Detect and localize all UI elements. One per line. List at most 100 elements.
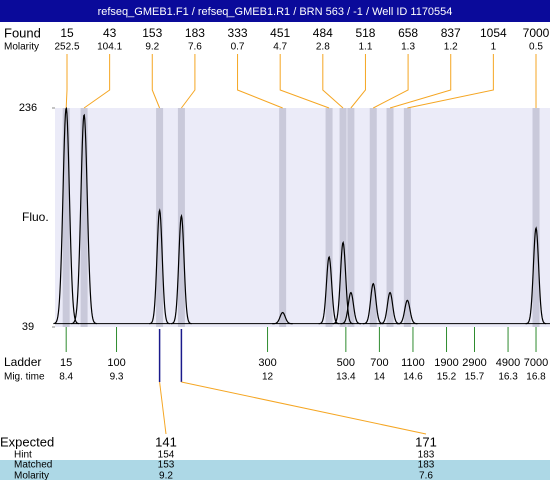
found-molarity: 4.7: [273, 42, 287, 53]
found-molarity: 0.7: [231, 42, 245, 53]
peak: [340, 291, 362, 325]
y-tick-label: 39: [22, 321, 34, 333]
found-size: 183: [185, 26, 205, 40]
title: refseq_GMEB1.F1 / refseq_GMEB1.R1 / BRN …: [98, 6, 453, 18]
ladder-size: 500: [337, 357, 355, 369]
peak: [379, 291, 401, 325]
peak-band: [386, 108, 394, 327]
ladder-time: 16.8: [526, 372, 546, 383]
peak: [362, 282, 384, 325]
found-molarity: 1.2: [444, 42, 458, 53]
found-size: 7000: [523, 26, 550, 40]
ladder-size: 4900: [496, 357, 520, 369]
peak-band: [279, 108, 287, 327]
peak-link: [83, 54, 111, 109]
ladder-size: 1900: [434, 357, 458, 369]
ladder-time: 15.7: [465, 372, 485, 383]
found-molarity: 7.6: [188, 42, 202, 53]
ladder-size: 15: [60, 357, 72, 369]
molarity-label: Molarity: [4, 42, 39, 53]
peak-band: [156, 108, 164, 327]
found-molarity: 1.1: [359, 42, 373, 53]
ladder-time: 14.6: [403, 372, 423, 383]
mig-time-label: Mig. time: [4, 372, 45, 383]
peak-band: [369, 108, 377, 327]
title-bar: [0, 0, 550, 22]
found-size: 658: [398, 26, 418, 40]
peak-band: [403, 108, 411, 327]
expected-matched: 153: [158, 460, 175, 471]
ladder-time: 13.4: [336, 372, 356, 383]
ladder-time: 15.2: [437, 372, 457, 383]
ladder-size: 100: [107, 357, 125, 369]
peak-band: [325, 108, 333, 327]
expected-hint: 154: [158, 450, 175, 461]
ladder-time: 16.3: [498, 372, 518, 383]
peak: [272, 311, 293, 325]
found-size: 15: [60, 26, 74, 40]
match-link: [159, 381, 167, 435]
found-molarity: 104.1: [97, 42, 122, 53]
found-size: 451: [270, 26, 290, 40]
peak-band: [532, 108, 540, 327]
expected-matched: 183: [418, 460, 435, 471]
found-size: 837: [441, 26, 461, 40]
ladder-time: 8.4: [59, 372, 73, 383]
peak-link: [181, 54, 196, 109]
peak-link: [389, 54, 452, 109]
expected-row-label: Molarity: [14, 471, 49, 480]
peak-link: [407, 54, 494, 109]
ladder-time: 9.3: [110, 372, 124, 383]
peak: [396, 299, 418, 325]
expected-molarity: 7.6: [419, 471, 433, 480]
peak-band: [347, 108, 355, 327]
ladder-size: 300: [258, 357, 276, 369]
found-size: 484: [313, 26, 333, 40]
expected-molarity: 9.2: [159, 471, 173, 480]
found-molarity: 252.5: [54, 42, 79, 53]
peak: [332, 240, 354, 325]
peak-link: [279, 54, 330, 109]
found-molarity: 0.5: [529, 42, 543, 53]
found-molarity: 2.8: [316, 42, 330, 53]
peak: [53, 107, 79, 325]
ladder-time: 12: [262, 372, 274, 383]
match-link: [181, 381, 427, 435]
ladder-time: 14: [374, 372, 386, 383]
ladder-size: 1100: [401, 357, 425, 369]
y-axis-label: Fluo.: [22, 210, 49, 224]
expected-row-label: Matched: [14, 460, 52, 471]
matched-background: [0, 460, 550, 480]
y-tick-label: 236: [19, 102, 37, 114]
peak-band: [339, 108, 347, 327]
peak-band: [80, 108, 88, 327]
expected-row-label: Expected: [0, 434, 54, 449]
peak: [170, 213, 192, 325]
peak-band: [62, 108, 70, 327]
expected-expected: 171: [415, 434, 437, 449]
found-molarity: 9.2: [145, 42, 159, 53]
ladder-size: 2900: [462, 357, 486, 369]
expected-expected: 141: [155, 434, 177, 449]
peak-link: [322, 54, 344, 109]
found-molarity: 1.3: [401, 42, 415, 53]
found-size: 518: [355, 26, 375, 40]
peak-link: [373, 54, 409, 109]
expected-row-label: Hint: [14, 450, 32, 461]
expected-hint: 183: [418, 450, 435, 461]
found-size: 153: [142, 26, 162, 40]
peak-link: [151, 54, 161, 109]
peak-link: [237, 54, 283, 109]
found-molarity: 1: [491, 42, 497, 53]
peak: [71, 113, 97, 325]
found-label: Found: [4, 25, 41, 40]
found-size: 333: [228, 26, 248, 40]
ladder-size: 700: [370, 357, 388, 369]
peak: [525, 226, 547, 325]
found-size: 1054: [480, 26, 507, 40]
plot-area: [55, 108, 550, 327]
ladder-size: 7000: [524, 357, 548, 369]
peak-link: [65, 54, 68, 109]
peak-link: [350, 54, 366, 109]
